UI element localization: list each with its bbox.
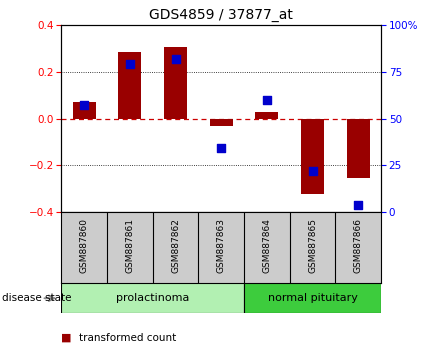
- Point: [218, 145, 225, 150]
- Text: GSM887866: GSM887866: [354, 218, 363, 273]
- Text: GSM887864: GSM887864: [262, 218, 272, 273]
- Title: GDS4859 / 37877_at: GDS4859 / 37877_at: [149, 8, 293, 22]
- Point: [309, 168, 316, 174]
- Bar: [164, 47, 187, 119]
- Text: disease state: disease state: [2, 293, 72, 303]
- Bar: [210, 119, 233, 126]
- Text: ■: ■: [61, 333, 72, 343]
- Text: GSM887865: GSM887865: [308, 218, 317, 273]
- Text: GSM887863: GSM887863: [217, 218, 226, 273]
- Text: GSM887862: GSM887862: [171, 218, 180, 273]
- Text: transformed count: transformed count: [79, 333, 176, 343]
- Point: [263, 97, 270, 103]
- Point: [126, 61, 133, 67]
- Point: [81, 103, 88, 108]
- Bar: [255, 112, 278, 119]
- Text: GSM887861: GSM887861: [125, 218, 134, 273]
- Point: [355, 202, 362, 208]
- Text: prolactinoma: prolactinoma: [116, 293, 189, 303]
- Text: normal pituitary: normal pituitary: [268, 293, 357, 303]
- Bar: [61, 283, 244, 313]
- Bar: [118, 52, 141, 119]
- Bar: [301, 119, 324, 194]
- Bar: [347, 119, 370, 178]
- Bar: [244, 283, 381, 313]
- Bar: [73, 102, 95, 119]
- Text: GSM887860: GSM887860: [80, 218, 88, 273]
- Point: [172, 56, 179, 61]
